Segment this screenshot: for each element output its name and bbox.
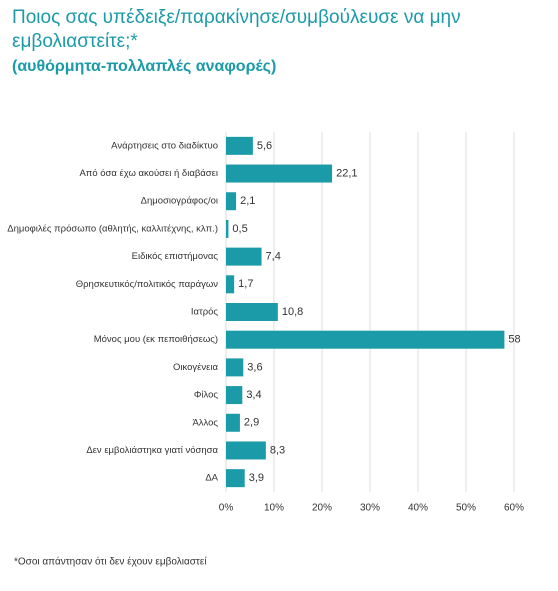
bar bbox=[226, 275, 235, 294]
y-tick-label: Μόνος μου (εκ πεποιθήσεως) bbox=[94, 334, 218, 345]
x-tick-label: 40% bbox=[408, 503, 428, 514]
bar bbox=[226, 164, 333, 183]
value-label: 3,9 bbox=[249, 472, 264, 484]
x-tick-label: 0% bbox=[219, 503, 234, 514]
bar bbox=[226, 469, 245, 488]
x-tick-label: 30% bbox=[360, 503, 380, 514]
y-tick-label: Φίλος bbox=[194, 390, 219, 401]
bar bbox=[226, 441, 266, 460]
bar bbox=[226, 192, 237, 211]
value-label: 7,4 bbox=[266, 251, 281, 263]
value-label: 2,9 bbox=[244, 417, 259, 429]
bar bbox=[226, 330, 505, 349]
chart-title: Ποιος σας υπέδειξε/παρακίνησε/συμβούλευσ… bbox=[12, 7, 461, 52]
y-tick-label: Οικογένεια bbox=[173, 362, 218, 373]
value-label: 3,6 bbox=[247, 361, 262, 373]
value-label: 5,6 bbox=[257, 140, 272, 152]
y-tick-label: Δημοφιλές πρόσωπο (αθλητής, καλλιτέχνης,… bbox=[7, 223, 218, 234]
y-tick-label: Ειδικός επιστήμονας bbox=[132, 251, 219, 262]
bar bbox=[226, 136, 253, 155]
y-tick-label: Θρησκευτικός/πολιτικός παράγων bbox=[76, 279, 218, 290]
y-tick-label: Δημοσιογράφος/οι bbox=[141, 196, 218, 207]
value-label: 1,7 bbox=[238, 278, 253, 290]
y-tick-label: Ιατρός bbox=[191, 307, 219, 318]
x-tick-label: 10% bbox=[264, 503, 284, 514]
y-tick-label: Δεν εμβολιάστηκα γιατί νόσησα bbox=[86, 445, 218, 456]
bar bbox=[226, 386, 243, 405]
bar bbox=[226, 303, 278, 321]
value-label: 58 bbox=[508, 334, 520, 346]
footnote: *Οσοι απάντησαν ότι δεν έχουν εμβολιαστε… bbox=[14, 556, 207, 568]
value-label: 0,5 bbox=[232, 223, 247, 235]
value-label: 10,8 bbox=[282, 306, 303, 318]
value-label: 2,1 bbox=[240, 195, 255, 207]
y-tick-label: ΔΑ bbox=[205, 473, 218, 484]
x-tick-label: 60% bbox=[504, 503, 524, 514]
value-label: 3,4 bbox=[246, 389, 261, 401]
y-tick-label: Άλλος bbox=[192, 417, 218, 428]
x-tick-label: 20% bbox=[312, 503, 332, 514]
y-tick-label: Ανάρτησεις στο διαδίκτυο bbox=[111, 140, 218, 151]
bar bbox=[226, 247, 262, 266]
bar bbox=[226, 358, 244, 377]
bar bbox=[226, 413, 240, 432]
value-label: 22,1 bbox=[336, 167, 357, 179]
bar bbox=[226, 219, 229, 238]
y-tick-label: Από όσα έχω ακούσει ή διαβάσει bbox=[79, 168, 218, 179]
chart-subtitle: (αυθόρμητα-πολλαπλές αναφορές) bbox=[12, 58, 277, 75]
value-label: 8,3 bbox=[270, 444, 285, 456]
x-tick-label: 50% bbox=[456, 503, 476, 514]
